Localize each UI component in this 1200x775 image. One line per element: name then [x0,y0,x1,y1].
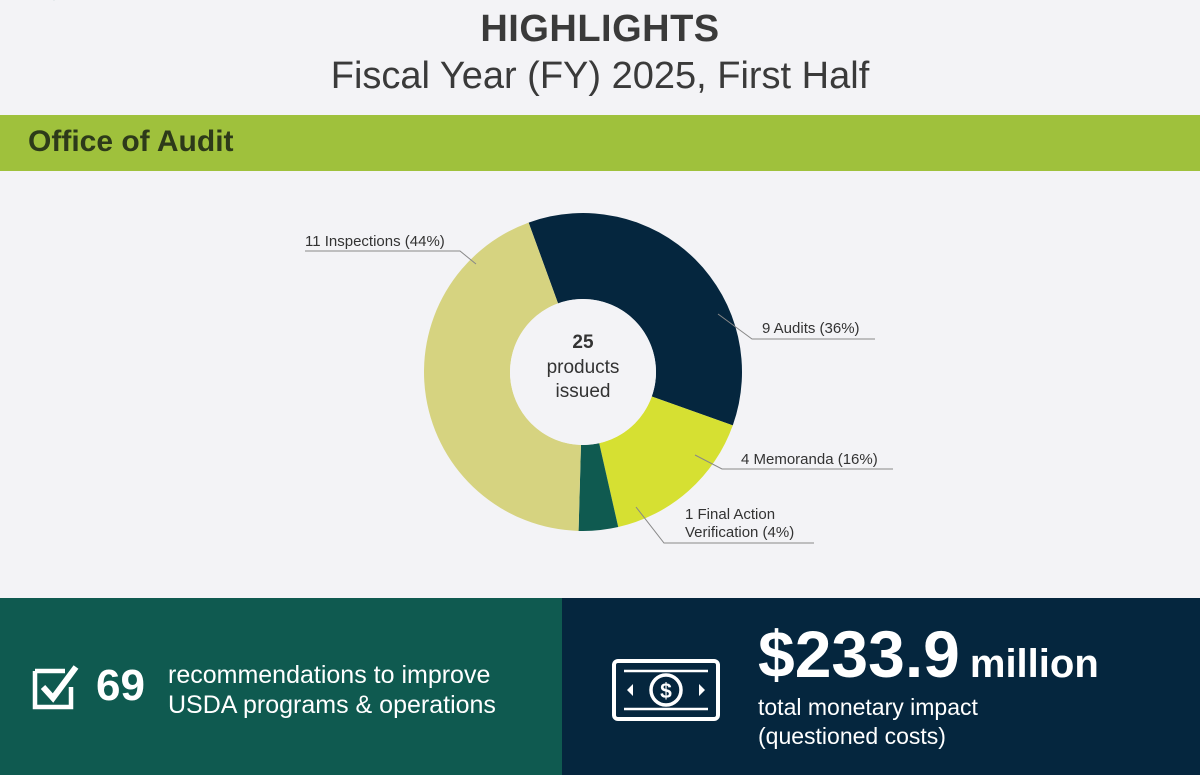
monetary-desc-line1: total monetary impact [758,694,978,720]
monetary-panel: $ $233.9 million total monetary impact (q… [562,598,1200,775]
recommendations-panel: 69 recommendations to improve USDA progr… [0,598,562,775]
slice-label-inspections: 11 Inspections (44%) [305,233,445,250]
donut-center-line2: issued [556,381,611,402]
leader-line-final-action [635,506,814,544]
recommendations-text: recommendations to improve USDA programs… [168,660,548,720]
page-title: HIGHLIGHTS [480,8,720,50]
leader-line-audits [717,313,875,340]
svg-text:$: $ [660,680,672,703]
section-bar: Office of Audit [0,115,1200,171]
donut-chart: 9 Audits (36%) 4 Memoranda (16%) 1 Final… [305,213,893,544]
checkbox-icon [32,665,79,710]
recommendations-text-line2: USDA programs & operations [168,691,496,719]
slice-inspections [423,222,581,531]
recommendations-count: 69 [96,661,145,710]
monetary-desc-line2: (questioned costs) [758,723,946,749]
recommendations-text-line1: recommendations to improve [168,661,491,689]
page-header: HIGHLIGHTS Fiscal Year (FY) 2025, First … [0,0,1200,115]
slice-memoranda [599,396,733,528]
dollar-bill-icon: $ [612,659,720,721]
donut-center-line1: products [547,357,620,378]
slice-label-final-action-line1: 1 Final Action [685,506,775,523]
leader-lines [305,250,893,544]
donut-center-number: 25 [572,332,594,353]
donut-slices [423,213,742,531]
slice-final-action [578,443,619,531]
slice-label-final-action-line2: Verification (4%) [685,524,794,541]
slice-label-memoranda: 4 Memoranda (16%) [741,451,878,468]
section-title: Office of Audit [28,125,234,158]
leader-line-memoranda [694,454,893,470]
leader-line-inspections [305,250,477,265]
slice-audits [528,213,742,426]
monetary-description: total monetary impact (questioned costs) [758,693,1178,751]
donut-hole [510,299,656,445]
page-subtitle: Fiscal Year (FY) 2025, First Half [330,55,870,97]
slice-label-audits: 9 Audits (36%) [762,320,860,337]
monetary-unit: million [969,642,1099,686]
monetary-amount: $233.9 [758,617,960,691]
monetary-impact-amount: $233.9 million [758,616,1099,692]
